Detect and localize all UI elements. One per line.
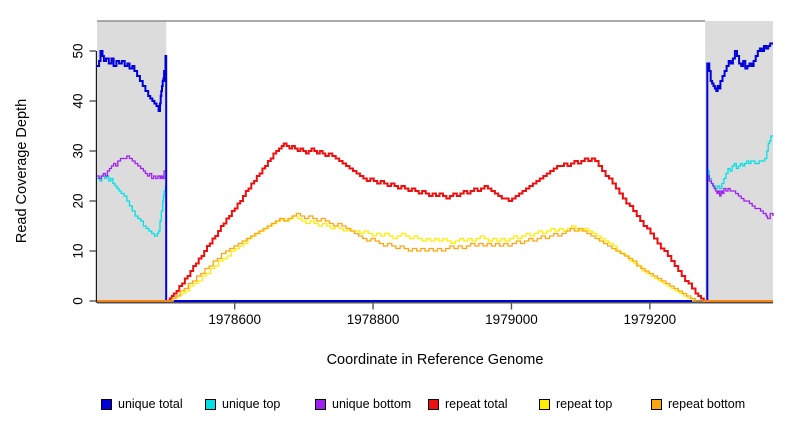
- legend-label: repeat total: [445, 397, 508, 411]
- shaded-region: [705, 21, 773, 303]
- x-tick-label: 1979000: [485, 312, 538, 327]
- legend-label: repeat bottom: [668, 397, 746, 411]
- y-axis-title: Read Coverage Depth: [14, 98, 30, 244]
- series-line-repeat-total: [97, 142, 773, 302]
- y-tick-label: 50: [71, 43, 86, 58]
- x-tick-label: 1979200: [624, 312, 677, 327]
- legend-item-repeat-bottom: repeat bottom: [651, 397, 745, 411]
- y-tick-label: 20: [71, 193, 86, 208]
- legend-label: unique bottom: [332, 397, 412, 411]
- legend-label: unique top: [222, 397, 281, 411]
- coverage-plot: 1978600 1978800 1979000 1979200 0 10 20 30 40 50: [71, 20, 774, 327]
- legend-swatch-unique-total: [101, 398, 112, 410]
- y-tick-label: 0: [71, 297, 86, 305]
- x-tick-label: 1978600: [208, 312, 261, 327]
- series-line-unique-bottom: [97, 155, 774, 302]
- legend-swatch-repeat-top: [539, 398, 550, 410]
- series-line-repeat-top: [97, 215, 773, 302]
- legend-item-repeat-top: repeat top: [539, 397, 612, 411]
- y-tick-label: 40: [71, 93, 86, 108]
- legend-swatch-unique-top: [205, 398, 216, 410]
- legend-item-repeat-total: repeat total: [428, 397, 508, 411]
- series-line-unique-total: [97, 42, 773, 302]
- legend-swatch-repeat-total: [428, 398, 439, 410]
- legend-swatch-repeat-bottom: [651, 398, 662, 410]
- x-tick-label: 1978800: [347, 312, 400, 327]
- y-tick-label: 30: [71, 143, 86, 158]
- x-axis-title: Coordinate in Reference Genome: [326, 352, 544, 368]
- legend-item-unique-top: unique top: [205, 397, 280, 411]
- legend-label: repeat top: [556, 397, 613, 411]
- legend-label: unique total: [118, 397, 183, 411]
- legend-item-unique-total: unique total: [101, 397, 183, 411]
- y-tick-label: 10: [71, 243, 86, 258]
- shaded-region: [97, 21, 167, 303]
- series-line-repeat-bottom: [97, 212, 773, 302]
- legend-item-unique-bottom: unique bottom: [315, 397, 411, 411]
- legend-swatch-unique-bottom: [315, 398, 326, 410]
